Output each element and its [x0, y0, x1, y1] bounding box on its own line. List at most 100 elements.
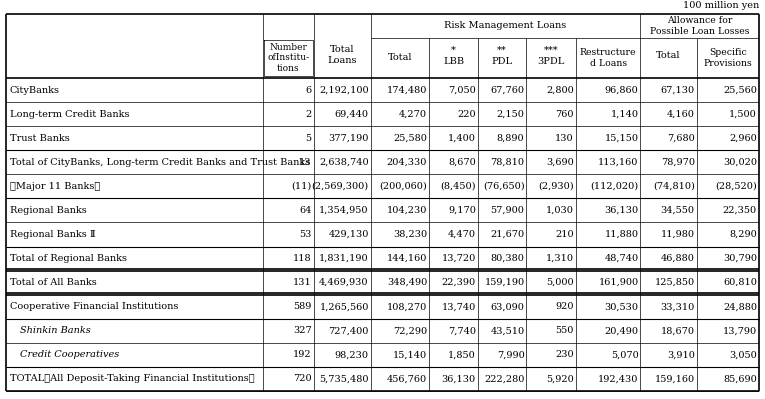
Text: 43,510: 43,510: [490, 326, 525, 335]
Text: 33,310: 33,310: [660, 302, 695, 311]
Text: 2,638,740: 2,638,740: [319, 158, 369, 167]
Text: 7,740: 7,740: [448, 326, 476, 335]
Text: 4,160: 4,160: [667, 110, 695, 119]
Text: 456,760: 456,760: [387, 375, 427, 383]
Text: 210: 210: [555, 230, 574, 239]
Text: 2,800: 2,800: [546, 85, 574, 95]
Text: 36,130: 36,130: [441, 375, 476, 383]
Text: 131: 131: [293, 278, 311, 287]
Text: Shinkin Banks: Shinkin Banks: [20, 326, 91, 335]
Text: (28,520): (28,520): [715, 182, 757, 191]
Text: 161,900: 161,900: [598, 278, 639, 287]
Text: 8,890: 8,890: [496, 134, 525, 143]
Text: CityBanks: CityBanks: [10, 85, 60, 95]
Text: 1,400: 1,400: [448, 134, 476, 143]
Text: 2,192,100: 2,192,100: [319, 85, 369, 95]
Text: 4,469,930: 4,469,930: [319, 278, 369, 287]
Text: 85,690: 85,690: [723, 375, 757, 383]
Text: Regional Banks Ⅱ: Regional Banks Ⅱ: [10, 230, 96, 239]
Text: 38,230: 38,230: [393, 230, 427, 239]
Text: (8,450): (8,450): [441, 182, 476, 191]
Text: 1,140: 1,140: [610, 110, 639, 119]
Text: 920: 920: [555, 302, 574, 311]
Text: Specific
Provisions: Specific Provisions: [704, 48, 752, 68]
Text: 550: 550: [555, 326, 574, 335]
Text: 69,440: 69,440: [335, 110, 369, 119]
Text: Restructure
d Loans: Restructure d Loans: [580, 48, 636, 68]
Text: 720: 720: [293, 375, 311, 383]
Text: TOTAL（All Deposit-Taking Financial Institutions）: TOTAL（All Deposit-Taking Financial Insti…: [10, 375, 255, 383]
Text: Long-term Credit Banks: Long-term Credit Banks: [10, 110, 129, 119]
Text: (200,060): (200,060): [379, 182, 427, 191]
Text: 53: 53: [299, 230, 311, 239]
Text: Regional Banks: Regional Banks: [10, 206, 86, 215]
Text: 18,670: 18,670: [661, 326, 695, 335]
Text: Trust Banks: Trust Banks: [10, 134, 70, 143]
Text: Risk Management Loans: Risk Management Loans: [444, 22, 567, 30]
Text: 13: 13: [299, 158, 311, 167]
Text: 8,290: 8,290: [729, 230, 757, 239]
Text: 15,140: 15,140: [393, 350, 427, 359]
Text: 144,160: 144,160: [387, 254, 427, 263]
Text: 34,550: 34,550: [661, 206, 695, 215]
Text: 64: 64: [299, 206, 311, 215]
Text: 15,150: 15,150: [604, 134, 639, 143]
Text: *
LBB: * LBB: [443, 46, 464, 66]
Text: 11,980: 11,980: [661, 230, 695, 239]
Text: Total: Total: [656, 51, 681, 59]
Text: 1,310: 1,310: [546, 254, 574, 263]
Text: 3,910: 3,910: [667, 350, 695, 359]
Text: 5,735,480: 5,735,480: [319, 375, 369, 383]
Text: 67,760: 67,760: [490, 85, 525, 95]
Text: 1,354,950: 1,354,950: [319, 206, 369, 215]
Text: 220: 220: [457, 110, 476, 119]
Text: 1,831,190: 1,831,190: [319, 254, 369, 263]
Text: 25,580: 25,580: [393, 134, 427, 143]
Text: 6: 6: [305, 85, 311, 95]
Text: 57,900: 57,900: [490, 206, 525, 215]
Text: 67,130: 67,130: [660, 85, 695, 95]
Text: 96,860: 96,860: [604, 85, 639, 95]
Text: 118: 118: [293, 254, 311, 263]
Text: 48,740: 48,740: [604, 254, 639, 263]
Text: 1,030: 1,030: [546, 206, 574, 215]
Text: 727,400: 727,400: [328, 326, 369, 335]
Text: 1,850: 1,850: [448, 350, 476, 359]
Text: 1,500: 1,500: [729, 110, 757, 119]
Text: 192,430: 192,430: [598, 375, 639, 383]
Text: 230: 230: [555, 350, 574, 359]
Text: (11): (11): [291, 182, 311, 191]
Text: 72,290: 72,290: [393, 326, 427, 335]
Text: 63,090: 63,090: [490, 302, 525, 311]
Text: 25,560: 25,560: [723, 85, 757, 95]
Text: Total of CityBanks, Long-term Credit Banks and Trust Banks: Total of CityBanks, Long-term Credit Ban…: [10, 158, 311, 167]
Text: 9,170: 9,170: [448, 206, 476, 215]
Text: 21,670: 21,670: [490, 230, 525, 239]
Text: 2: 2: [305, 110, 311, 119]
Text: (2,569,300): (2,569,300): [311, 182, 369, 191]
Text: Allowance for
Possible Loan Losses: Allowance for Possible Loan Losses: [650, 16, 750, 36]
Text: 22,390: 22,390: [441, 278, 476, 287]
Text: 589: 589: [293, 302, 311, 311]
Text: 3,690: 3,690: [546, 158, 574, 167]
Text: 125,850: 125,850: [655, 278, 695, 287]
Text: 159,190: 159,190: [484, 278, 525, 287]
Text: (74,810): (74,810): [653, 182, 695, 191]
Text: 1,265,560: 1,265,560: [319, 302, 369, 311]
Text: 377,190: 377,190: [328, 134, 369, 143]
Text: 192: 192: [293, 350, 311, 359]
Text: 113,160: 113,160: [598, 158, 639, 167]
Text: 4,470: 4,470: [448, 230, 476, 239]
Text: 78,970: 78,970: [661, 158, 695, 167]
Text: 78,810: 78,810: [490, 158, 525, 167]
Text: 11,880: 11,880: [604, 230, 639, 239]
Text: Total
Loans: Total Loans: [327, 45, 357, 65]
Text: 429,130: 429,130: [328, 230, 369, 239]
Text: 20,490: 20,490: [604, 326, 639, 335]
Text: 30,530: 30,530: [604, 302, 639, 311]
Text: ***
3PDL: *** 3PDL: [538, 46, 565, 66]
Text: 24,880: 24,880: [723, 302, 757, 311]
Text: Total of All Banks: Total of All Banks: [10, 278, 96, 287]
Text: 174,480: 174,480: [387, 85, 427, 95]
Text: 22,350: 22,350: [723, 206, 757, 215]
